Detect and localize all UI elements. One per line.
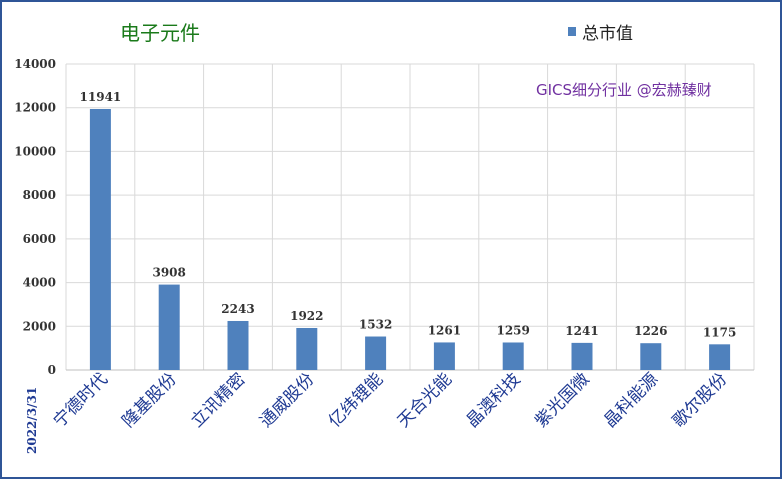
data-label: 11941 [80, 90, 122, 104]
x-tick-label: 宁德时代 [50, 369, 112, 431]
y-tick-label: 6000 [23, 232, 56, 246]
x-tick-label: 隆基股份 [119, 369, 181, 431]
data-label: 1226 [634, 324, 667, 338]
x-axis: 宁德时代 隆基股份 立讯精密 通威股份 亿纬锂能 天合光能 晶澳科技 紫光国微 晶科能源 歌尔股份 [50, 369, 731, 431]
bar [227, 320, 249, 370]
bar [571, 342, 593, 370]
y-tick-label: 2000 [23, 319, 56, 333]
data-label: 1532 [359, 318, 392, 332]
data-label: 1259 [496, 323, 529, 337]
x-tick-label: 晶澳科技 [463, 369, 525, 431]
data-label: 3908 [152, 266, 185, 280]
y-tick-label: 0 [48, 363, 56, 377]
y-tick-label: 10000 [14, 144, 56, 158]
y-tick-label: 4000 [23, 276, 56, 290]
data-label: 1261 [428, 323, 461, 337]
data-label: 1175 [703, 325, 736, 339]
y-axis: 0 2000 4000 6000 8000 10000 12000 14000 [14, 57, 754, 377]
x-tick-label: 晶科能源 [600, 369, 662, 431]
bar [640, 343, 662, 370]
legend-swatch [568, 27, 576, 36]
bar [89, 109, 111, 371]
data-label: 1241 [565, 324, 598, 338]
x-tick-label: 紫光国微 [531, 369, 593, 431]
bar [433, 342, 455, 370]
data-labels: 11941 3908 2243 1922 1532 1261 1259 1241 1226 117… [80, 90, 737, 339]
x-tick-label: 亿纬锂能 [325, 369, 387, 431]
legend-label: 总市值 [582, 24, 633, 44]
chart-title: 电子元件 [120, 21, 200, 45]
y-tick-label: 8000 [23, 188, 56, 202]
bar [296, 327, 318, 370]
x-tick-label: 歌尔股份 [669, 369, 731, 431]
bar [158, 284, 180, 370]
bar [502, 342, 524, 370]
data-label: 2243 [221, 302, 254, 316]
bar [709, 344, 731, 370]
x-tick-label: 通威股份 [256, 369, 318, 431]
x-tick-label: 天合光能 [394, 369, 456, 431]
y-tick-label: 14000 [14, 57, 56, 71]
date-label: 2022/3/31 [25, 387, 39, 454]
y-tick-label: 12000 [14, 101, 56, 115]
bars [89, 109, 731, 371]
watermark-text: GICS细分行业 @宏赫臻财 [536, 81, 712, 99]
grid-lines [65, 63, 755, 371]
x-tick-label: 立讯精密 [187, 369, 249, 431]
bar [365, 336, 387, 370]
data-label: 1922 [290, 309, 323, 323]
